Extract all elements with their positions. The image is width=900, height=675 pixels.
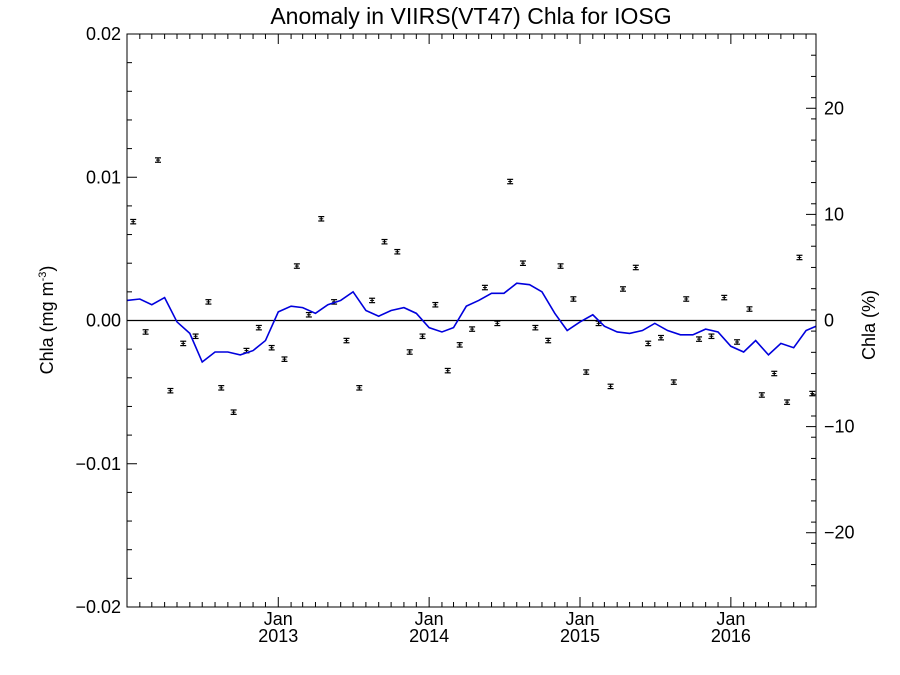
observation-point xyxy=(607,383,614,390)
observation-point xyxy=(481,284,488,291)
x-tick-label-year: 2014 xyxy=(409,626,449,646)
observation-point xyxy=(545,337,552,344)
right-tick-label: 0 xyxy=(824,311,834,331)
x-tick-label-year: 2015 xyxy=(560,626,600,646)
observation-point xyxy=(532,324,539,331)
observation-point xyxy=(758,392,765,398)
axis-ticks xyxy=(126,33,816,608)
left-axis-tick-labels: 0.02 0.01 0.00 −0.01 −0.02 xyxy=(75,24,121,617)
x-tick-label-month: Jan xyxy=(264,609,293,629)
observation-point xyxy=(734,339,741,345)
observation-point xyxy=(343,337,350,344)
observation-point xyxy=(670,379,677,385)
observation-point xyxy=(519,260,526,266)
right-axis-label: Chla (%) xyxy=(859,290,879,360)
observation-point xyxy=(356,385,363,391)
left-tick-label: 0.02 xyxy=(86,24,121,44)
x-tick-label-month: Jan xyxy=(716,609,745,629)
right-tick-label: −10 xyxy=(824,417,855,437)
observation-point xyxy=(406,349,413,355)
observation-point xyxy=(469,326,476,332)
observation-point xyxy=(494,320,501,327)
observation-point xyxy=(180,340,187,347)
observation-point xyxy=(583,369,590,375)
observation-point xyxy=(369,297,376,304)
x-tick-label-year: 2013 xyxy=(258,626,298,646)
x-tick-label-year: 2016 xyxy=(711,626,751,646)
observation-point xyxy=(268,344,275,351)
observation-point xyxy=(619,286,626,292)
observation-points xyxy=(130,157,816,415)
x-tick-label-month: Jan xyxy=(415,609,444,629)
observation-point xyxy=(205,299,212,305)
observation-point xyxy=(632,264,639,271)
observation-point xyxy=(230,409,237,415)
left-axis-label-close: ) xyxy=(37,266,57,272)
observation-point xyxy=(721,294,728,301)
observation-point xyxy=(167,387,174,394)
x-tick-label-month: Jan xyxy=(565,609,594,629)
smoothed-anomaly-line xyxy=(126,282,817,364)
right-tick-label: −20 xyxy=(824,523,855,543)
left-tick-label: −0.02 xyxy=(75,597,121,617)
observation-point xyxy=(683,296,690,302)
right-tick-label: 10 xyxy=(824,204,844,224)
observation-point xyxy=(394,248,401,255)
right-axis-tick-labels: 20 10 0 −10 −20 xyxy=(824,98,855,542)
observation-point xyxy=(142,329,149,335)
observation-point xyxy=(444,367,451,374)
observation-point xyxy=(456,342,463,348)
observation-point xyxy=(557,263,564,269)
observation-point xyxy=(293,263,300,269)
left-axis-label-text: Chla (mg m xyxy=(37,281,57,374)
observation-point xyxy=(645,340,652,347)
chart-title: Anomaly in VIIRS(VT47) Chla for IOSG xyxy=(270,3,671,29)
observation-point xyxy=(771,370,778,377)
smoothed-line-group xyxy=(126,282,817,364)
observation-point xyxy=(154,157,161,163)
observation-point xyxy=(255,324,262,331)
observation-point xyxy=(281,356,288,362)
observation-point xyxy=(130,218,137,225)
observation-point xyxy=(696,336,703,342)
left-tick-label: 0.00 xyxy=(86,311,121,331)
left-axis-label: Chla (mg m-3) xyxy=(37,266,57,375)
observation-point xyxy=(192,333,199,340)
observation-point xyxy=(658,334,665,341)
observation-point xyxy=(381,238,388,245)
observation-point xyxy=(318,215,325,222)
observation-point xyxy=(570,296,577,302)
left-axis-label-superscript: -3 xyxy=(37,272,49,282)
right-tick-label: 20 xyxy=(824,98,844,118)
observation-point xyxy=(419,333,426,340)
observation-point xyxy=(432,301,439,308)
left-tick-label: −0.01 xyxy=(75,454,121,474)
observation-point xyxy=(784,399,791,405)
observation-point xyxy=(746,306,753,312)
observation-point xyxy=(507,178,514,185)
left-tick-label: 0.01 xyxy=(86,167,121,187)
observation-point xyxy=(305,311,312,318)
observation-point xyxy=(218,385,225,391)
observation-point xyxy=(708,333,715,340)
observation-point xyxy=(796,254,803,261)
